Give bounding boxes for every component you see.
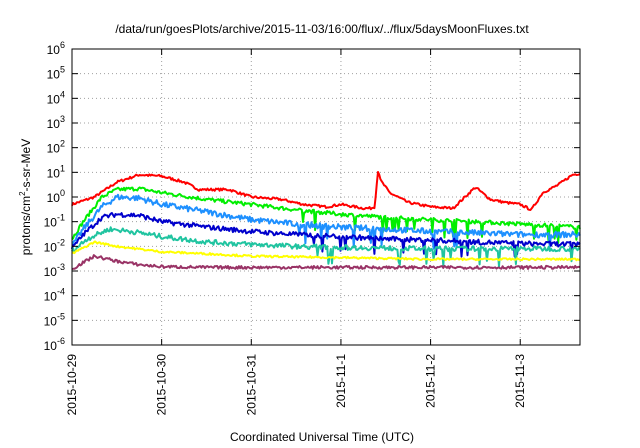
series-line <box>71 193 581 250</box>
y-tick-label: 103 <box>47 114 65 131</box>
y-tick-label: 100 <box>47 188 65 205</box>
y-tick-label: 10-6 <box>44 336 65 353</box>
x-tick-label: 2015-10-30 <box>155 354 169 416</box>
y-tick-label: 102 <box>47 139 65 156</box>
y-axis-label-base: protons/cm <box>19 196 33 255</box>
series-line <box>71 226 581 268</box>
series-layer <box>71 171 581 270</box>
x-tick-label: 2015-11-2 <box>424 354 438 408</box>
y-tick-label: 10-4 <box>44 287 65 304</box>
series-line <box>71 240 581 262</box>
y-tick-label: 10-2 <box>44 237 65 254</box>
chart-title: /data/run/goesPlots/archive/2015-11-03/1… <box>115 22 529 36</box>
x-tick-label: 2015-11-1 <box>334 354 348 408</box>
series-line <box>71 171 581 211</box>
y-tick-label: 104 <box>47 89 65 106</box>
y-tick-label: 101 <box>47 163 65 180</box>
x-axis: 2015-10-29 2015-10-30 2015-10-31 2015-11-1 2… <box>65 49 527 415</box>
y-axis-label-rest: -s-sr-MeV <box>19 139 33 192</box>
grid <box>72 49 580 345</box>
series-line <box>71 186 581 244</box>
x-axis-label: Coordinated Universal Time (UTC) <box>230 430 414 444</box>
y-tick-label: 10-1 <box>44 213 65 230</box>
x-tick-label: 2015-10-29 <box>65 354 79 416</box>
y-tick-label: 10-3 <box>44 262 65 279</box>
series-line <box>71 212 581 262</box>
y-tick-label: 105 <box>47 65 65 82</box>
x-tick-label: 2015-10-31 <box>244 354 258 416</box>
y-tick-label: 10-5 <box>44 311 65 328</box>
y-axis: 10-6 10-5 10-4 10-3 10-2 10-1 100 101 102 103 104 1… <box>44 40 580 353</box>
x-tick-label: 2015-11-3 <box>513 354 527 408</box>
series-line <box>71 254 581 270</box>
y-axis-label-sup: 2 <box>18 191 27 196</box>
y-axis-label: protons/cm2-s-sr-MeV <box>18 139 33 255</box>
y-tick-label: 106 <box>47 40 65 57</box>
